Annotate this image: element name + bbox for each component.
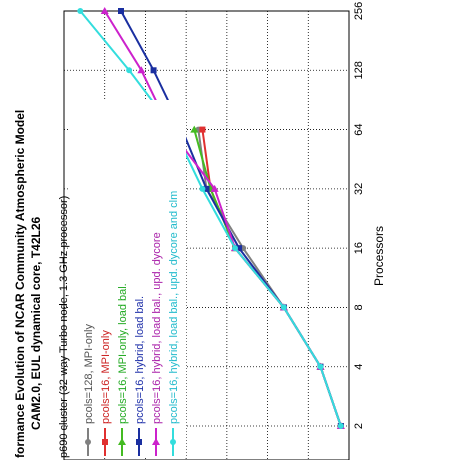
data-point	[232, 245, 238, 252]
data-point	[317, 363, 324, 370]
x-tick-label: 256	[353, 2, 365, 20]
data-point	[190, 125, 199, 133]
data-point	[118, 8, 124, 14]
legend-label: pcols=128, MPI-only	[83, 324, 95, 424]
legend-label: pcols=16, hybrid, load bal., upd. dycore…	[168, 191, 180, 424]
legend-label: pcols=16, hybrid, load bal., upd. dycore	[151, 232, 163, 424]
data-point	[203, 185, 210, 192]
x-tick-label: 8	[353, 304, 365, 310]
data-point	[199, 185, 206, 192]
legend-marker	[118, 438, 126, 445]
legend-marker	[170, 439, 176, 445]
legend-label: pcols=16, hybrid, load bal.	[134, 296, 146, 424]
legend-background	[70, 100, 186, 458]
x-tick-label: 128	[353, 61, 365, 79]
grid-layer	[64, 10, 350, 460]
x-tick-labels: 2 4 8 16 32 64 128 256	[353, 2, 365, 429]
chart-title-line-1: formance Evolution of NCAR Community Atm…	[13, 110, 27, 458]
x-axis-label: Processors	[372, 226, 386, 286]
x-tick-label: 16	[353, 242, 365, 254]
data-point	[337, 423, 344, 429]
chart-title: formance Evolution of NCAR Community Atm…	[13, 110, 70, 458]
legend-marker	[152, 438, 160, 445]
chart-title-line-2: CAM2.0, EUL dynamical core, T42L26	[29, 216, 43, 430]
data-point	[100, 7, 109, 14]
legend-marker	[136, 439, 142, 445]
data-point	[126, 67, 133, 74]
legend-label: pcols=16, MPI-only, load bal.	[117, 283, 129, 424]
data-point	[199, 126, 206, 133]
legend-marker	[85, 439, 91, 445]
x-tick-label: 4	[353, 364, 365, 370]
data-point	[150, 67, 157, 74]
x-tick-label: 64	[353, 123, 365, 135]
legend-label: pcols=16, MPI-only	[100, 330, 112, 424]
data-point	[236, 245, 243, 252]
data-point	[77, 8, 84, 14]
chart-subtitle: p690 cluster (32-way Turbo node, 1.3 GHz…	[58, 196, 70, 458]
data-point	[210, 184, 219, 192]
series-line-6	[79, 10, 342, 427]
series-layer	[77, 7, 345, 429]
legend: pcols=128, MPI-only pcols=16, MPI-only pco…	[70, 100, 186, 458]
x-tick-label: 2	[353, 423, 365, 429]
data-point	[280, 304, 287, 311]
x-tick-label: 32	[353, 183, 365, 195]
data-point	[137, 66, 146, 74]
legend-marker	[102, 439, 108, 445]
